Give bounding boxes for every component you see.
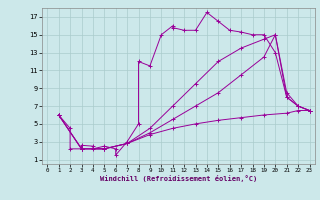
X-axis label: Windchill (Refroidissement éolien,°C): Windchill (Refroidissement éolien,°C) (100, 175, 257, 182)
